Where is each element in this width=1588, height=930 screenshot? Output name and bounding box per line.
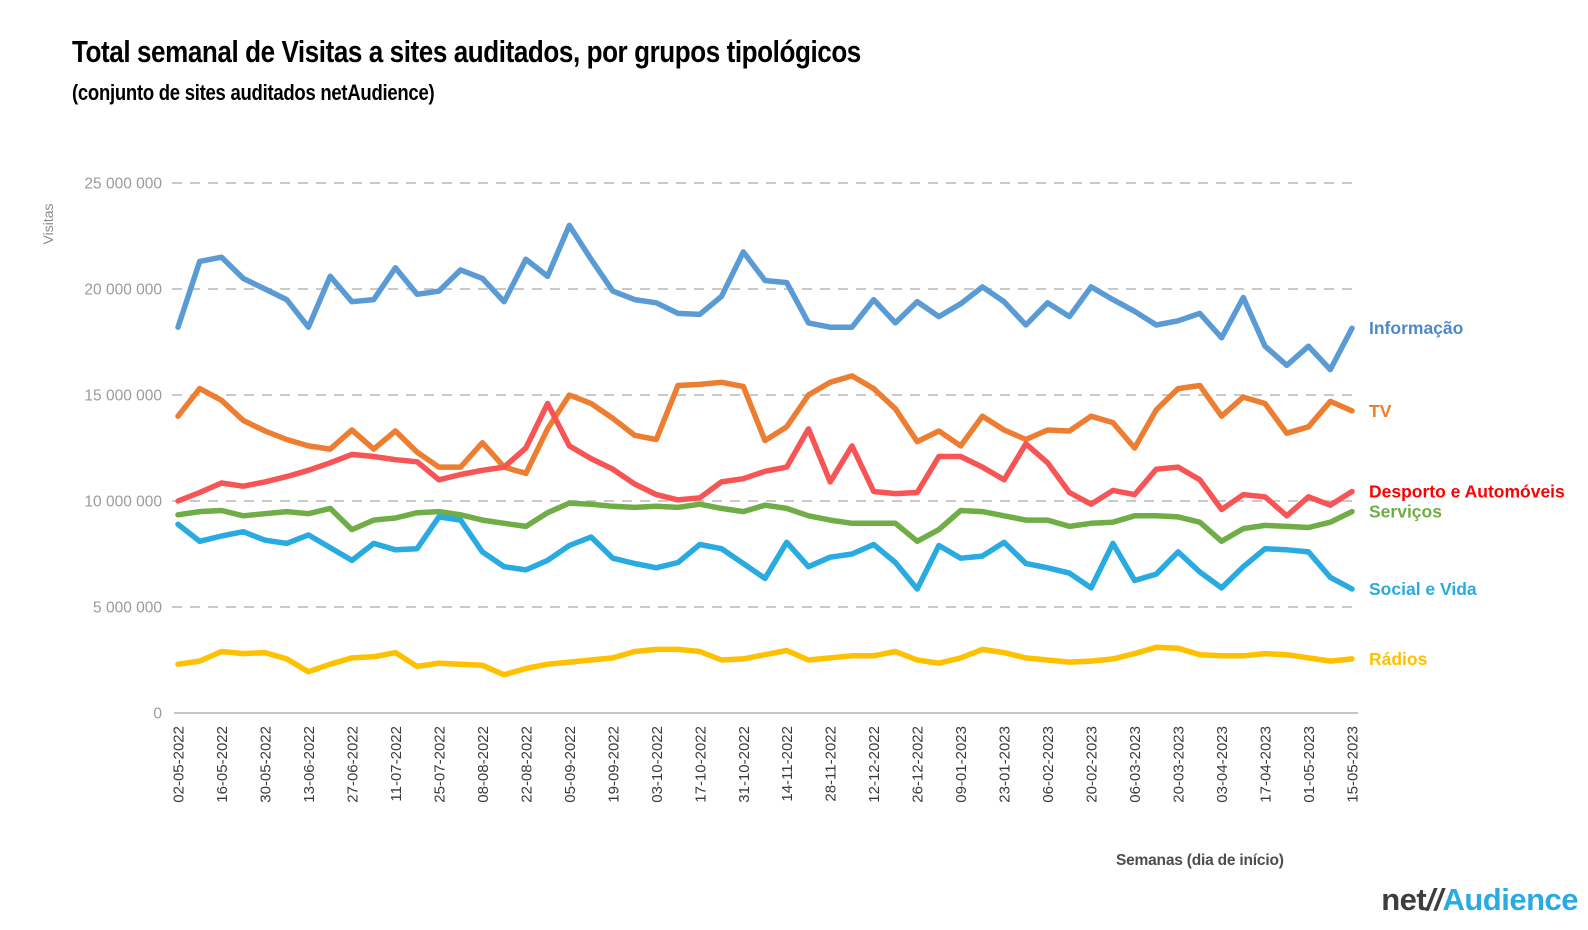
- series-line-desporto-e-automoveis: [175, 400, 1355, 519]
- series-label-servicos: Serviços: [1369, 502, 1442, 522]
- x-tick-label: 25-07-2022: [431, 726, 448, 803]
- series-label-social-e-vida: Social e Vida: [1369, 579, 1477, 599]
- series-line-radios: [175, 644, 1355, 678]
- y-tick-label: 15 000 000: [84, 388, 162, 405]
- x-tick-label: 23-01-2023: [997, 726, 1014, 803]
- x-tick-label: 06-02-2023: [1040, 726, 1057, 803]
- x-tick-label: 20-03-2023: [1171, 726, 1188, 803]
- y-tick-label: 25 000 000: [84, 176, 162, 193]
- series-label-desporto-e-automoveis: Desporto e Automóveis: [1369, 481, 1565, 501]
- series-label-informacao: Informação: [1369, 318, 1463, 338]
- x-tick-label: 15-05-2023: [1345, 726, 1362, 803]
- page-subtitle: (conjunto de sites auditados netAudience…: [72, 80, 435, 105]
- series-line-servicos: [175, 500, 1355, 545]
- x-tick-label: 19-09-2022: [605, 726, 622, 803]
- x-tick-label: 11-07-2022: [388, 726, 405, 802]
- series-line-informacao: [175, 222, 1355, 373]
- series-label-tv: TV: [1369, 401, 1392, 421]
- x-tick-label: 27-06-2022: [344, 726, 361, 803]
- y-tick-label: 10 000 000: [84, 494, 162, 511]
- x-tick-label: 17-10-2022: [692, 726, 709, 803]
- series-line-social-e-vida: [175, 514, 1355, 592]
- x-tick-label: 09-01-2023: [953, 726, 970, 803]
- logo-slashes-icon: //: [1426, 882, 1443, 917]
- logo-net-text: net: [1381, 882, 1427, 917]
- x-tick-label: 03-04-2023: [1214, 726, 1231, 803]
- y-tick-label: 20 000 000: [84, 282, 162, 299]
- x-tick-label: 22-08-2022: [518, 726, 535, 803]
- logo-audience-text: Audience: [1442, 882, 1578, 917]
- x-tick-label: 14-11-2022: [779, 726, 796, 802]
- netaudience-logo: net//Audience: [1381, 882, 1578, 918]
- x-tick-label: 03-10-2022: [649, 726, 666, 803]
- x-tick-label: 05-09-2022: [562, 726, 579, 803]
- x-tick-label: 28-11-2022: [823, 726, 840, 802]
- x-axis-title: Semanas (dia de início): [1116, 852, 1284, 869]
- x-tick-label: 16-05-2022: [214, 726, 231, 803]
- x-tick-label: 20-02-2023: [1084, 726, 1101, 803]
- y-tick-label: 0: [153, 706, 162, 723]
- y-tick-label: 5 000 000: [93, 600, 162, 617]
- x-tick-label: 12-12-2022: [866, 726, 883, 803]
- x-tick-label: 31-10-2022: [736, 726, 753, 803]
- x-tick-label: 17-04-2023: [1258, 726, 1275, 803]
- x-tick-label: 26-12-2022: [910, 726, 927, 803]
- page-title: Total semanal de Visitas a sites auditad…: [72, 34, 861, 69]
- x-tick-label: 13-06-2022: [301, 726, 318, 803]
- x-tick-label: 06-03-2023: [1127, 726, 1144, 803]
- series-label-radios: Rádios: [1369, 649, 1428, 669]
- series-line-tv: [175, 373, 1355, 477]
- x-tick-label: 08-08-2022: [475, 726, 492, 803]
- x-tick-label: 30-05-2022: [257, 726, 274, 803]
- y-axis-title: Visitas: [40, 203, 56, 245]
- x-tick-label: 01-05-2023: [1301, 726, 1318, 803]
- x-tick-label: 02-05-2022: [171, 726, 188, 803]
